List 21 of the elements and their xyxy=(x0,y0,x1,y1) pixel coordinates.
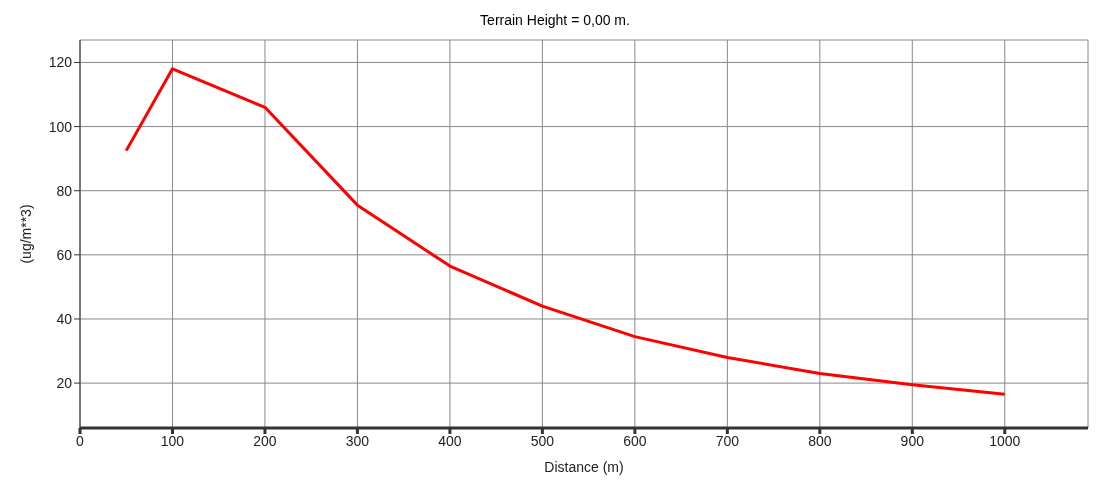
y-axis-title: (ug/m**3) xyxy=(17,204,34,264)
x-tick-label: 800 xyxy=(808,432,832,449)
y-tick-label: 120 xyxy=(48,54,73,71)
x-tick-label: 400 xyxy=(438,432,462,449)
y-tick-label: 60 xyxy=(56,246,73,263)
x-tick-label: 500 xyxy=(530,432,555,449)
line-series xyxy=(124,67,1007,396)
x-tick-label: 600 xyxy=(623,432,647,449)
y-tick-label: 40 xyxy=(56,310,73,327)
chart-title: Terrain Height = 0,00 m. xyxy=(479,11,631,30)
x-tick-label: 900 xyxy=(900,432,925,449)
x-tick-label: 100 xyxy=(160,432,185,449)
x-tick-label: 200 xyxy=(253,432,277,449)
y-tick-label: 80 xyxy=(56,182,73,199)
x-axis-title: Distance (m) xyxy=(544,459,624,475)
y-tick-label: 100 xyxy=(48,118,73,135)
x-tick-label: 1000 xyxy=(989,432,1021,449)
y-tick-label: 20 xyxy=(56,375,73,392)
x-tick-label: 300 xyxy=(345,432,370,449)
x-tick-label: 0 xyxy=(76,432,85,449)
x-tick-label: 700 xyxy=(715,432,740,449)
